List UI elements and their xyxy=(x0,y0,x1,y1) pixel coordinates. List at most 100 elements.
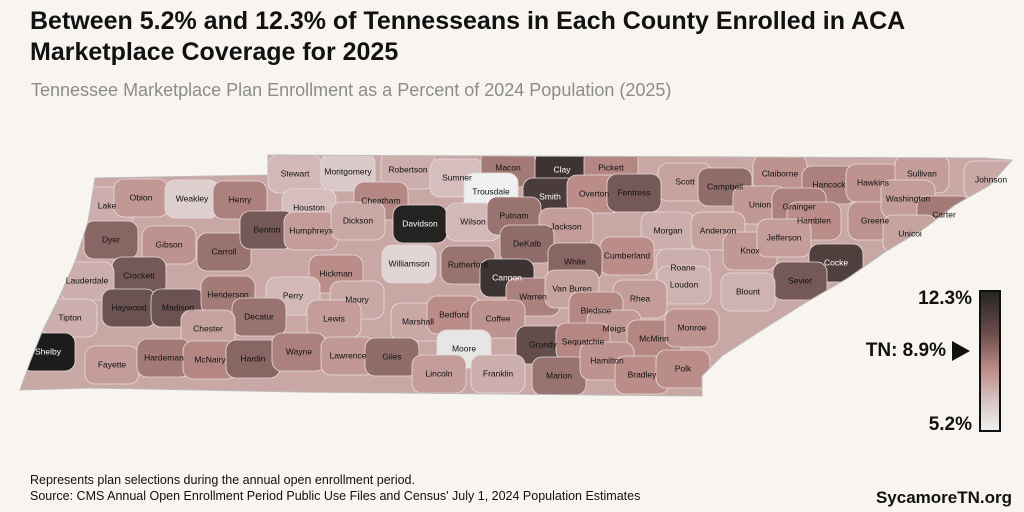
county-label: Smith xyxy=(539,191,561,201)
county-label: Unicoi xyxy=(898,228,922,238)
county-label: Bradley xyxy=(628,369,658,379)
county-label: Montgomery xyxy=(324,166,372,176)
legend-max-label: 12.3% xyxy=(918,288,972,309)
chart-title: Between 5.2% and 12.3% of Tennesseans in… xyxy=(30,7,905,66)
county-label: Madison xyxy=(162,302,194,312)
county-dyer xyxy=(83,220,139,260)
county-label: Pickett xyxy=(598,162,624,172)
county-label: Weakley xyxy=(176,193,209,203)
county-label: Rutherford xyxy=(448,259,488,269)
county-williamson xyxy=(381,244,437,284)
county-label: Hancock xyxy=(812,179,846,189)
county-label: Overton xyxy=(579,188,610,198)
county-dickson xyxy=(330,201,386,241)
county-label: Jackson xyxy=(550,221,581,231)
county-label: Haywood xyxy=(111,302,147,312)
legend-color-scale xyxy=(979,290,1001,432)
county-label: Roane xyxy=(670,262,695,272)
county-label: Fentress xyxy=(617,187,650,197)
county-blount xyxy=(720,272,776,312)
county-label: DeKalb xyxy=(513,238,541,248)
county-label: Loudon xyxy=(670,279,699,289)
county-label: Sullivan xyxy=(907,168,937,178)
county-label: Washington xyxy=(886,193,931,203)
county-label: White xyxy=(564,256,586,266)
county-monroe xyxy=(664,308,720,348)
county-label: Moore xyxy=(452,343,476,353)
legend-min-label: 5.2% xyxy=(928,414,972,435)
county-label: Union xyxy=(749,199,771,209)
legend-state-label: TN: 8.9% xyxy=(865,340,946,361)
county-label: Cheatham xyxy=(361,195,400,205)
county-label: Franklin xyxy=(483,368,514,378)
county-label: Lauderdale xyxy=(66,275,109,285)
county-label: Lawrence xyxy=(330,350,367,360)
county-label: Hardeman xyxy=(144,352,184,362)
county-label: Obion xyxy=(130,192,153,202)
county-label: Shelby xyxy=(35,346,62,356)
county-label: Anderson xyxy=(700,225,737,235)
county-label: Macon xyxy=(495,162,521,172)
county-label: Chester xyxy=(193,323,223,333)
county-montgomery xyxy=(320,155,376,192)
county-label: Sequatchie xyxy=(562,336,605,346)
county-label: Van Buren xyxy=(552,283,592,293)
county-label: Scott xyxy=(675,176,695,186)
county-label: Lake xyxy=(98,200,117,210)
county-label: Campbell xyxy=(707,181,743,191)
county-label: Warren xyxy=(519,291,547,301)
county-label: Benton xyxy=(254,224,281,234)
county-label: Cumberland xyxy=(604,250,651,260)
county-label: Coffee xyxy=(486,313,511,323)
county-label: Hickman xyxy=(319,268,352,278)
county-label: Blount xyxy=(736,286,761,296)
county-label: Knox xyxy=(740,245,760,255)
county-label: Decatur xyxy=(244,311,274,321)
county-coffee xyxy=(470,299,526,339)
county-label: Morgan xyxy=(654,225,683,235)
brand-logo: SycamoreTN.org xyxy=(875,488,1012,507)
county-label: Stewart xyxy=(281,168,310,178)
county-label: McMinn xyxy=(639,333,669,343)
county-label: Lincoln xyxy=(426,368,453,378)
county-label: Meigs xyxy=(603,323,626,333)
county-label: Giles xyxy=(382,351,401,361)
county-fentress xyxy=(606,173,662,213)
county-label: Hamilton xyxy=(590,355,624,365)
county-label: Putnam xyxy=(499,210,528,220)
county-label: Hamblen xyxy=(797,215,831,225)
county-label: Rhea xyxy=(630,293,651,303)
county-franklin xyxy=(470,354,526,394)
county-label: Johnson xyxy=(975,174,1007,184)
county-label: Crockett xyxy=(123,270,155,280)
county-label: Marion xyxy=(546,370,572,380)
county-label: Marshall xyxy=(402,316,434,326)
county-label: Fayette xyxy=(98,359,127,369)
state-average-arrow-icon xyxy=(952,341,970,361)
county-label: Wayne xyxy=(286,346,312,356)
footnote: Represents plan selections during the an… xyxy=(30,473,415,487)
county-label: Wilson xyxy=(460,216,486,226)
county-label: Sevier xyxy=(788,275,812,285)
county-label: Dyer xyxy=(102,234,120,244)
county-label: Cannon xyxy=(492,272,522,282)
county-label: Clay xyxy=(553,164,571,174)
county-label: Polk xyxy=(675,363,692,373)
county-label: Claiborne xyxy=(762,168,799,178)
county-label: Lewis xyxy=(323,313,345,323)
source-note: Source: CMS Annual Open Enrollment Perio… xyxy=(30,489,641,503)
county-label: Hardin xyxy=(240,353,265,363)
chart-subtitle: Tennessee Marketplace Plan Enrollment as… xyxy=(31,80,672,100)
county-label: Bedford xyxy=(439,309,469,319)
county-label: Gibson xyxy=(156,239,183,249)
county-label: McNairy xyxy=(194,354,226,364)
county-label: Greene xyxy=(861,215,890,225)
county-label: Jefferson xyxy=(767,232,802,242)
county-label: Henry xyxy=(229,194,252,204)
county-label: Hawkins xyxy=(857,177,889,187)
county-label: Bledsoe xyxy=(581,305,612,315)
county-gibson xyxy=(141,225,197,265)
county-carroll xyxy=(196,232,252,272)
